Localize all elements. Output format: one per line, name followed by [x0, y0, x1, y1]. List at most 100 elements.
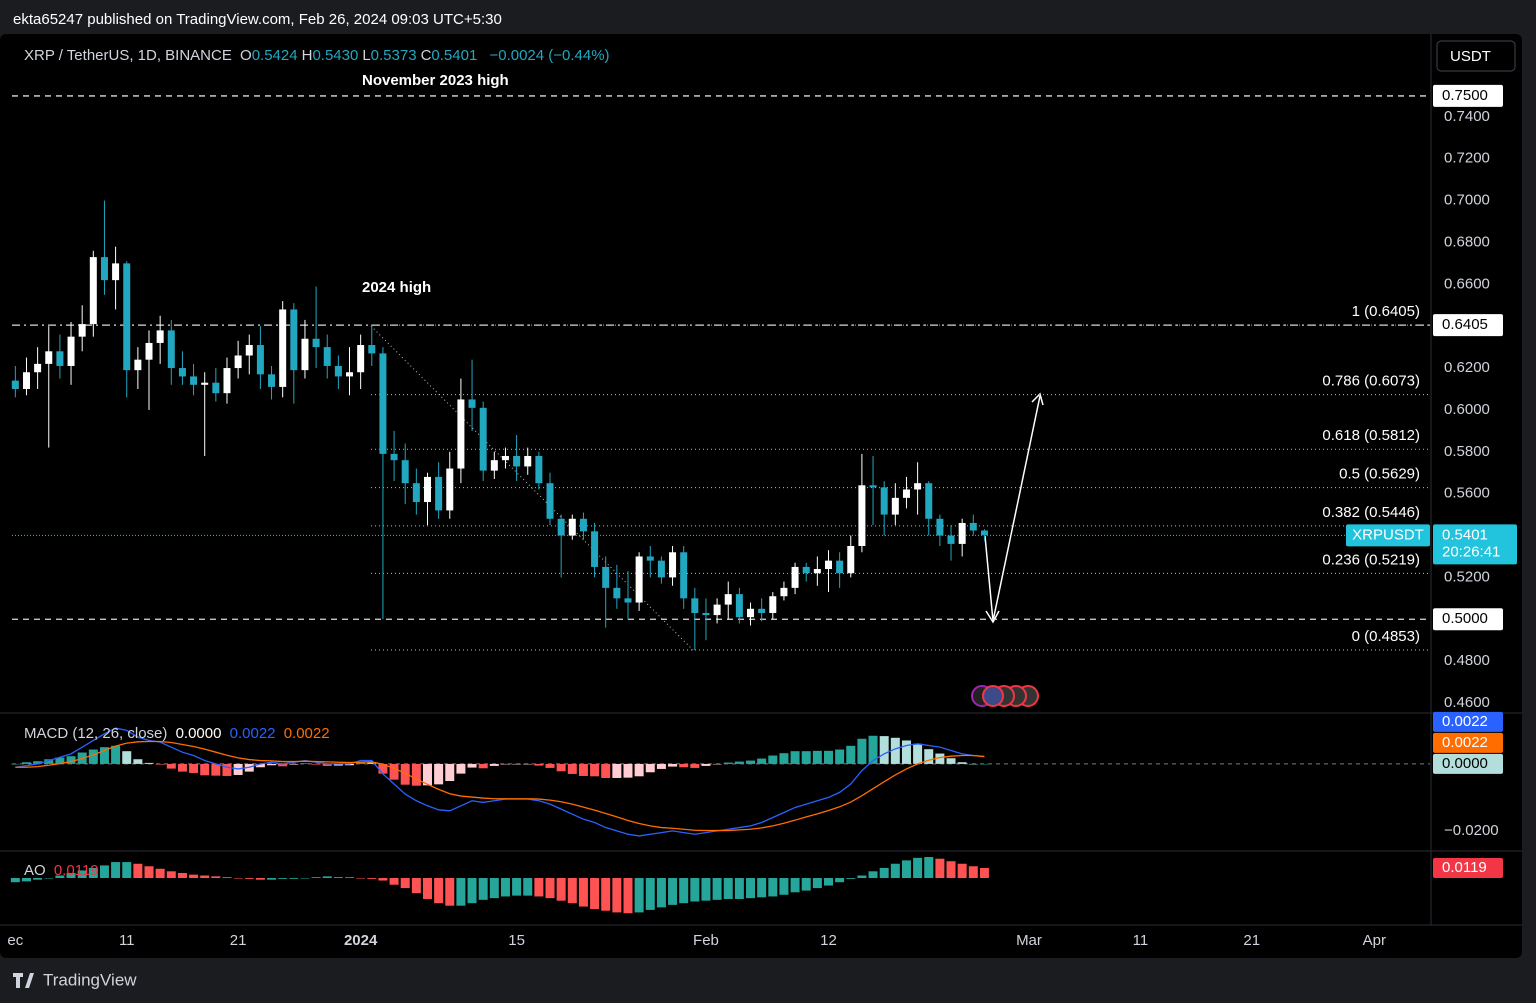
candle-body — [223, 368, 231, 394]
macd-histogram-bar — [278, 763, 288, 767]
ao-bar — [656, 878, 666, 908]
ao-bar — [979, 868, 989, 879]
macd-histogram-bar — [400, 763, 410, 785]
macd-histogram-bar — [33, 761, 43, 764]
ao-bar — [311, 877, 321, 879]
macd-hist-value: 0.0000 — [175, 725, 222, 742]
ao-bar — [590, 878, 600, 910]
macd-histogram-bar — [768, 755, 778, 764]
macd-histogram-bar — [623, 763, 633, 778]
ao-bar — [857, 875, 867, 879]
price-label: 0.0119 — [1442, 859, 1487, 876]
candle-body — [680, 552, 688, 599]
y-tick-label: 0.5600 — [1444, 485, 1490, 502]
macd-histogram-bar — [567, 763, 577, 774]
y-tick-label: 0.6200 — [1444, 359, 1490, 376]
macd-histogram-bar — [712, 763, 722, 765]
macd-histogram-bar — [935, 753, 945, 764]
ao-bar — [746, 878, 756, 899]
candle-body — [669, 552, 677, 578]
candle-body — [435, 476, 443, 511]
candle-body — [958, 522, 966, 544]
ao-bar — [968, 866, 978, 879]
ao-bar — [422, 878, 432, 899]
event-icons — [971, 685, 1039, 707]
last-price-symbol: XRPUSDT — [1352, 526, 1424, 543]
candle-body — [713, 604, 721, 616]
ao-bar — [233, 878, 243, 879]
macd-line-value: 0.0022 — [229, 725, 276, 742]
ao-value: 0.0119 — [53, 862, 99, 879]
candle-body — [412, 483, 420, 503]
macd-histogram-bar — [690, 763, 700, 768]
macd-histogram-bar — [556, 763, 566, 772]
macd-histogram-bar — [411, 763, 421, 786]
ao-bar — [801, 878, 811, 891]
arrow-head — [985, 610, 1000, 624]
macd-histogram-bar — [378, 763, 388, 774]
candle-body — [902, 489, 910, 498]
x-tick-label: Apr — [1363, 932, 1386, 949]
ao-bar — [467, 878, 477, 904]
macd-histogram-bar — [801, 751, 811, 764]
candle-body — [67, 336, 75, 366]
symbol-legend: XRP / TetherUS, 1D, BINANCE O0.5424 H0.54… — [24, 47, 614, 64]
ao-bar — [534, 878, 544, 897]
ao-bar — [77, 870, 87, 879]
macd-histogram-bar — [456, 763, 466, 774]
x-tick-label: 11 — [119, 932, 135, 949]
candle-body — [134, 359, 142, 371]
ao-bar — [723, 878, 733, 899]
candle-body — [780, 587, 788, 597]
macd-histogram-bar — [512, 763, 522, 765]
ao-bar — [578, 878, 588, 907]
candle-body — [858, 485, 866, 546]
candle-body — [791, 566, 799, 588]
macd-histogram-bar — [222, 763, 232, 776]
candle-body — [891, 497, 899, 515]
macd-histogram-bar — [645, 763, 655, 773]
macd-histogram-bar — [356, 762, 366, 764]
ao-legend: AO 0.0119 — [24, 862, 103, 879]
ao-bar — [790, 878, 800, 893]
ao-bar — [901, 860, 911, 879]
candle-body — [847, 545, 855, 574]
currency-label[interactable]: USDT — [1450, 48, 1491, 65]
candle-body — [758, 608, 766, 613]
ao-bar — [523, 878, 533, 896]
macd-histogram-bar — [668, 763, 678, 767]
level-label-box — [1433, 314, 1503, 337]
countdown: 20:26:41 — [1442, 543, 1500, 560]
currency-button-frame[interactable] — [1436, 40, 1516, 72]
ao-bar — [690, 878, 700, 902]
ao-bar — [345, 877, 355, 879]
currency-button[interactable]: USDT — [1436, 40, 1516, 72]
candle-body — [100, 257, 108, 281]
y-tick-label: 0.7000 — [1444, 192, 1490, 209]
price-label: 0.0000 — [1442, 755, 1488, 772]
candle-body — [490, 460, 498, 471]
fib-label: 0.236 (0.5219) — [1322, 551, 1420, 568]
ao-bar — [278, 878, 288, 879]
candle-body — [145, 342, 153, 360]
macd-histogram-bar — [924, 749, 934, 764]
ao-bar — [445, 878, 455, 906]
footer-logo: TradingView — [13, 970, 137, 989]
candle-body — [646, 556, 654, 561]
x-tick-label: Mar — [1016, 932, 1042, 949]
level-label: 0.5000 — [1442, 610, 1488, 627]
candle-body — [401, 460, 409, 484]
x-tick-label: ec — [7, 932, 23, 949]
ao-bar — [512, 878, 522, 896]
macd-histogram-bar — [879, 736, 889, 764]
macd-histogram-bar — [590, 763, 600, 777]
fib-label: 0.382 (0.5446) — [1322, 504, 1420, 521]
ao-bar — [712, 878, 722, 900]
ao-bar — [946, 861, 956, 879]
candle-body — [524, 455, 532, 467]
ohlc-key: O — [240, 47, 252, 64]
candle-body — [747, 608, 755, 618]
candle-body — [368, 345, 376, 354]
ao-bar — [333, 877, 343, 879]
candle-body — [501, 455, 509, 461]
